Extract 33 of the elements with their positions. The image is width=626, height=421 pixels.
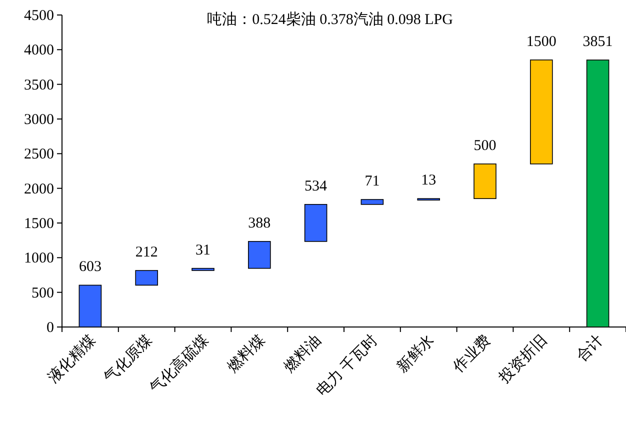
data-label: 13: [421, 172, 436, 189]
data-label: 71: [364, 173, 380, 190]
y-tick-label: 2000: [24, 181, 54, 198]
data-label: 31: [196, 242, 210, 258]
bar: [304, 204, 328, 242]
bar: [192, 268, 214, 271]
x-tick-label: 合计: [573, 332, 607, 366]
y-tick-label: 4500: [24, 8, 54, 24]
y-tick-label: 3500: [24, 77, 54, 94]
y-tick-label: 2500: [24, 146, 54, 163]
bar: [530, 60, 553, 164]
x-tick-label: 燃料煤: [224, 332, 268, 376]
data-label: 1500: [526, 34, 556, 50]
x-tick-label: 作业费: [449, 332, 494, 376]
chart-title: 吨油：0.524柴油 0.378汽油 0.098 LPG: [207, 11, 454, 28]
data-label: 534: [304, 178, 328, 194]
data-label: 3851: [582, 34, 613, 50]
data-label: 212: [135, 244, 158, 260]
x-tick-label: 投资折旧: [495, 332, 550, 387]
data-label: 603: [78, 259, 102, 276]
bar: [135, 270, 158, 286]
bar: [360, 199, 384, 205]
bar: [248, 241, 271, 269]
x-tick-label: 燃料油: [280, 332, 325, 376]
data-label: 388: [248, 215, 271, 232]
bar: [474, 164, 496, 199]
y-tick-label: 500: [32, 285, 54, 302]
x-tick-label: 新鲜水: [394, 332, 438, 376]
y-tick-label: 1500: [24, 216, 54, 232]
y-tick-label: 3000: [24, 112, 54, 128]
data-label: 500: [474, 138, 496, 154]
y-tick-label: 1000: [24, 250, 54, 267]
y-tick-label: 4000: [24, 42, 54, 59]
